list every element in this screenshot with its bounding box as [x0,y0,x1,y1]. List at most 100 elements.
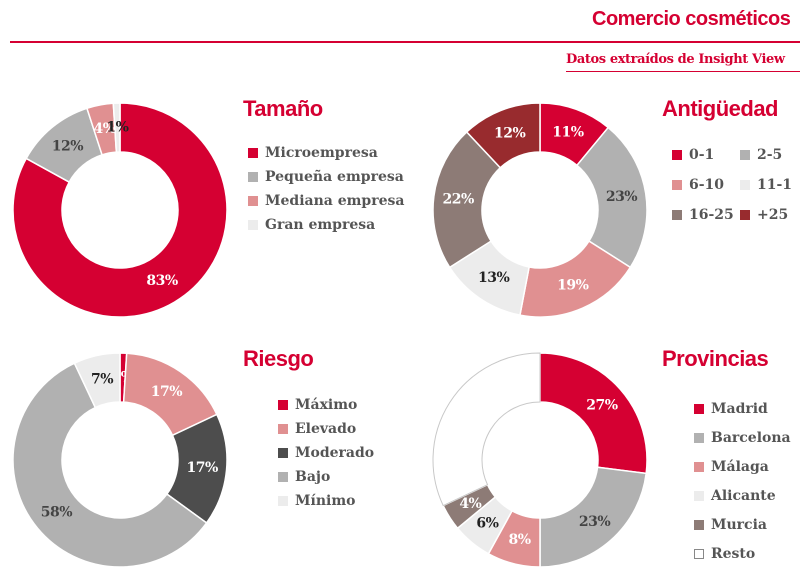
legend-swatch-gran-empresa [248,220,258,230]
legend-label-25: +25 [757,207,789,223]
slice-tamano-gran-empresa [112,102,121,153]
chart-title-antiguedad: Antigüedad [662,96,779,121]
chart-title-provincias: Provincias [662,346,769,371]
legend-item-0-1: 0-1 [672,143,740,167]
legend-item-mediana-empresa: Mediana empresa [248,189,404,213]
slice-provincias-resto [432,352,541,507]
legend-label-minimo: Mínimo [295,493,356,509]
legend-label-malaga: Málaga [711,458,769,475]
slice-label-tamano-mediana-empresa: 4% [94,121,116,137]
legend-item-gran-empresa: Gran empresa [248,213,404,237]
slice-label-antiguedad-2-5: 23% [606,189,637,205]
legend-item-malaga: Málaga [694,452,791,481]
legend-label-murcia: Murcia [711,516,767,533]
slice-label-antiguedad-25: 12% [494,125,525,141]
slice-label-provincias-alicante: 6% [476,516,498,532]
slice-label-riesgo-moderado: 17% [186,460,217,476]
legend-label-mediana-empresa: Mediana empresa [265,193,405,209]
slice-tamano-microempresa [12,102,228,318]
legend-antiguedad: 0-1 2-5 6-10 11-1 16-25 +25 [672,143,800,227]
legend-swatch-madrid [694,403,704,414]
legend-swatch-2-5 [740,150,750,160]
legend-swatch-bajo [278,472,288,482]
legend-item-2-5: 2-5 [740,143,800,167]
legend-item-resto: Resto [694,539,791,568]
legend-swatch-resto [694,548,704,559]
legend-item-16-25: 16-25 [672,203,740,227]
legend-swatch-16-25 [672,210,682,220]
legend-item-minimo: Mínimo [278,489,374,513]
legend-swatch-mediana-empresa [248,196,258,206]
slice-label-riesgo-elevado: 17% [151,384,182,400]
slice-antiguedad-16-25 [432,130,502,269]
legend-item-pequena-empresa: Pequeña empresa [248,165,404,189]
legend-label-bajo: Bajo [295,469,331,485]
legend-riesgo: Máximo Elevado Moderado Bajo Mínimo [278,393,374,513]
legend-swatch-barcelona [694,432,704,443]
legend-swatch-11-1 [740,180,750,190]
donut-chart-antiguedad: 11% 23% 19% 13% 22% 12% [432,102,648,318]
slice-label-tamano-gran-empresa: 1% [106,120,128,136]
legend-item-madrid: Madrid [694,394,791,423]
legend-label-elevado: Elevado [295,421,357,437]
slice-label-antiguedad-0-1: 11% [552,124,583,140]
legend-swatch-murcia [694,519,704,530]
report-subtitle: Datos extraídos de Insight View [566,52,785,67]
legend-label-maximo: Máximo [295,397,358,413]
legend-label-pequena-empresa: Pequeña empresa [265,169,404,185]
slice-riesgo-minimo [73,352,121,409]
legend-label-microempresa: Microempresa [265,145,378,161]
legend-swatch-pequena-empresa [248,172,258,182]
legend-label-0-1: 0-1 [689,147,715,163]
legend-item-barcelona: Barcelona [694,423,791,452]
legend-label-barcelona: Barcelona [711,429,791,446]
report-title: Comercio cosméticos [592,8,791,30]
slice-provincias-madrid [539,352,648,475]
legend-label-6-10: 6-10 [689,177,725,193]
subtitle-underline [566,71,800,72]
legend-provincias: Madrid Barcelona Málaga Alicante Murcia Resto [694,394,791,568]
legend-item-moderado: Moderado [278,441,374,465]
legend-swatch-minimo [278,496,288,506]
slice-label-antiguedad-6-10: 19% [557,278,588,294]
donut-chart-tamano: 83% 12% 4%1% [12,102,228,318]
legend-label-16-25: 16-25 [689,207,734,223]
slice-label-tamano-microempresa: 83% [146,273,177,289]
legend-item-murcia: Murcia [694,510,791,539]
legend-item-maximo: Máximo [278,393,374,417]
legend-tamano: Microempresa Pequeña empresa Mediana empre… [248,141,404,237]
legend-swatch-6-10 [672,180,682,190]
legend-swatch-microempresa [248,148,258,158]
legend-item-11-1: 11-1 [740,173,800,197]
legend-swatch-malaga [694,461,704,472]
legend-label-11-1: 11-1 [757,177,793,193]
slice-label-provincias-malaga: 8% [508,532,530,548]
legend-swatch-elevado [278,424,288,434]
legend-item-microempresa: Microempresa [248,141,404,165]
slice-label-antiguedad-11-15: 13% [478,270,509,286]
header-divider [10,41,800,43]
legend-item-alicante: Alicante [694,481,791,510]
legend-item-25: +25 [740,203,800,227]
chart-title-riesgo: Riesgo [243,346,314,371]
legend-swatch-25 [740,210,750,220]
slice-label-antiguedad-16-25: 22% [443,192,474,208]
slice-label-provincias-murcia: 4% [459,496,481,512]
legend-item-6-10: 6-10 [672,173,740,197]
legend-swatch-maximo [278,400,288,410]
legend-label-madrid: Madrid [711,400,768,417]
legend-swatch-0-1 [672,150,682,160]
donut-chart-provincias: 27% 23% 8% 6% 4% [432,352,648,568]
slice-label-riesgo-minimo: 7% [91,371,113,387]
chart-title-tamano: Tamaño [243,96,323,121]
legend-item-bajo: Bajo [278,465,374,489]
legend-label-resto: Resto [711,545,756,562]
legend-item-elevado: Elevado [278,417,374,441]
slice-label-tamano-pequena-empresa: 12% [52,138,83,154]
donut-chart-riesgo: 1%17%17%58%7% [12,352,228,568]
slice-label-provincias-barcelona: 23% [579,514,610,530]
slice-label-provincias-madrid: 27% [586,397,617,413]
legend-swatch-moderado [278,448,288,458]
slice-label-riesgo-bajo: 58% [41,505,72,521]
legend-swatch-alicante [694,490,704,501]
